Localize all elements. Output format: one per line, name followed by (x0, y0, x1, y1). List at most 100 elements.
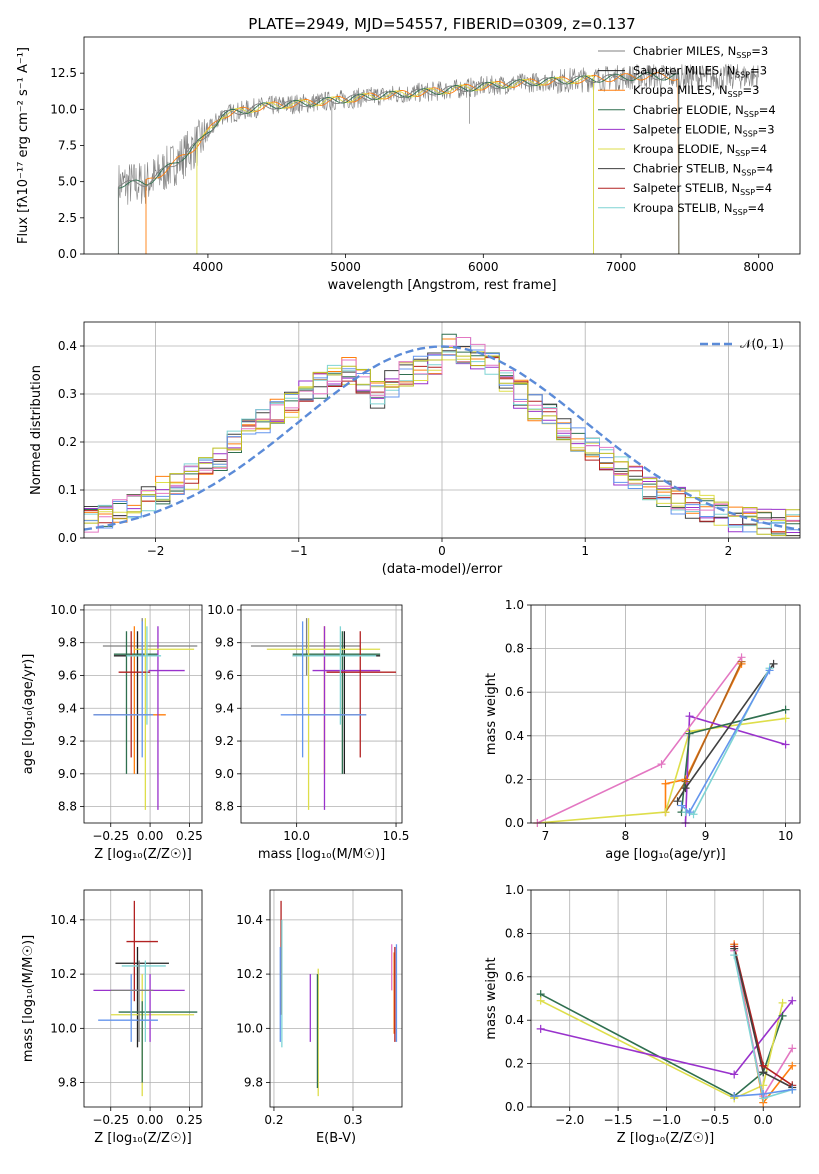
data-point (788, 1061, 797, 1070)
y-tick-label: 8.8 (215, 800, 234, 814)
y-tick-label: 9.4 (215, 701, 234, 715)
data-point (781, 705, 790, 714)
data-point (657, 760, 666, 769)
y-tick-label: 0.2 (505, 772, 524, 786)
x-axis-label: mass [log₁₀(M/M☉)] (258, 847, 385, 862)
axes-frame (240, 604, 403, 824)
data-point (778, 998, 787, 1007)
data-point (765, 666, 774, 675)
y-tick-label: 9.8 (244, 1076, 263, 1090)
chart-title: PLATE=2949, MJD=54557, FIBERID=0309, z=0… (248, 15, 635, 33)
legend: 𝒩(0, 1) (700, 337, 784, 351)
plot-area (117, 63, 759, 254)
y-tick-label: 0.0 (58, 531, 77, 545)
y-tick-label: 10.4 (50, 913, 77, 927)
axes-frame (269, 889, 403, 1108)
plot-residuals: −2 −1 0 1 2 0.0 0.1 0.2 0.3 0.4 (data-model)/error… (29, 321, 801, 577)
axes-frame (83, 36, 801, 255)
y-tick-label: 10.0 (50, 102, 77, 116)
data-point (673, 797, 682, 806)
x-tick-label: 8000 (743, 260, 774, 274)
y-tick-label: 7.5 (58, 139, 77, 153)
plot-area (250, 618, 397, 810)
observed-spectrum (118, 63, 759, 208)
model-spectrum (117, 72, 680, 254)
data-point (781, 740, 790, 749)
y-tick-label: 0.8 (505, 926, 524, 940)
normal-curve (84, 345, 800, 531)
y-tick-label: 9.6 (58, 668, 77, 682)
data-point (769, 659, 778, 668)
x-tick-label: 4000 (193, 260, 224, 274)
data-point (788, 1044, 797, 1053)
y-tick-label: 9.4 (58, 701, 77, 715)
x-tick-label: 0 (438, 544, 446, 558)
legend-label: Chabrier STELIB, NSSP=4 (633, 162, 773, 178)
plot-area (84, 333, 800, 537)
legend-label: Chabrier ELODIE, NSSP=4 (633, 103, 776, 119)
axes-frame (83, 321, 801, 539)
x-axis-label: (data-model)/error (382, 562, 503, 577)
x-tick-label: −0.5 (700, 1113, 729, 1127)
x-tick-label: −0.25 (92, 1113, 129, 1127)
legend-label: Chabrier MILES, NSSP=3 (633, 44, 768, 60)
y-tick-label: 0.4 (505, 729, 524, 743)
y-tick-label: 10.2 (50, 967, 77, 981)
y-axis-label: mass weight (484, 957, 499, 1039)
x-tick-label: −1.0 (652, 1113, 681, 1127)
x-tick-label: 0.2 (264, 1113, 283, 1127)
data-point (685, 808, 694, 817)
y-tick-label: 0.2 (58, 435, 77, 449)
y-tick-label: 9.0 (215, 767, 234, 781)
y-axis-label: mass [log₁₀(M/M☉)] (21, 935, 36, 1062)
weight-series (537, 717, 786, 823)
x-tick-label: 7000 (606, 260, 637, 274)
data-point (685, 712, 694, 721)
legend-label: Kroupa MILES, NSSP=3 (633, 83, 759, 99)
x-tick-label: 0.00 (137, 1113, 164, 1127)
x-tick-label: 10.5 (383, 829, 410, 843)
plot-area (93, 900, 198, 1097)
data-point (661, 779, 670, 788)
x-tick-label: 0.25 (176, 1113, 203, 1127)
x-tick-label: −2.0 (555, 1113, 584, 1127)
x-tick-label: 0.00 (137, 829, 164, 843)
data-point (661, 808, 670, 817)
plot-spectrum: 4000 5000 6000 7000 8000 0.0 2.5 5.0 7.5 10.0 12.5… (16, 15, 801, 293)
x-axis-label: Z [log₁₀(Z/Z☉)] (94, 1131, 191, 1146)
data-point (759, 1081, 768, 1090)
y-tick-label: 8.8 (58, 800, 77, 814)
y-tick-label: 1.0 (505, 883, 524, 897)
y-tick-label: 9.2 (215, 734, 234, 748)
legend-label: Salpeter STELIB, NSSP=4 (633, 181, 772, 197)
data-point (689, 810, 698, 819)
y-axis-label: mass weight (484, 673, 499, 755)
plot-age_vs_Z: −0.25 0.00 0.25 8.8 9.0 9.2 9.4 9.6 9.8 10.0 Z [lo… (21, 603, 203, 862)
x-tick-label: 0.0 (754, 1113, 773, 1127)
data-point (730, 951, 739, 960)
plot-mass_vs_Z: −0.25 0.00 0.25 9.8 10.0 10.2 10.4 Z [log₁₀(Z/Z… (21, 889, 203, 1146)
plot-weight_vs_Z: −2.0 −1.5 −1.0 −0.5 0.0 0.0 0.2 0.4 0.6 0.8 1.0 Z [… (484, 883, 801, 1146)
y-tick-label: 10.0 (50, 1021, 77, 1035)
data-point (536, 1024, 545, 1033)
y-tick-label: 9.6 (215, 668, 234, 682)
weight-series (680, 670, 771, 814)
x-tick-label: 10 (778, 829, 793, 843)
model-spectrum (117, 72, 680, 254)
weight-series (540, 999, 784, 1100)
axes-frame (530, 604, 801, 824)
y-tick-label: 0.0 (505, 816, 524, 830)
data-point (685, 729, 694, 738)
x-tick-label: 0.25 (176, 829, 203, 843)
plot-area (279, 900, 398, 1097)
y-tick-label: 9.8 (58, 1076, 77, 1090)
residual-histogram (84, 337, 800, 533)
y-tick-label: 5.0 (58, 175, 77, 189)
y-axis-label: Normed distribution (29, 365, 44, 495)
x-axis-label: wavelength [Angstrom, rest frame] (328, 278, 557, 293)
data-point (759, 1068, 768, 1077)
data-point (788, 1085, 797, 1094)
y-tick-label: 9.0 (58, 767, 77, 781)
y-tick-label: 9.8 (58, 636, 77, 650)
axes-frame (530, 889, 801, 1108)
